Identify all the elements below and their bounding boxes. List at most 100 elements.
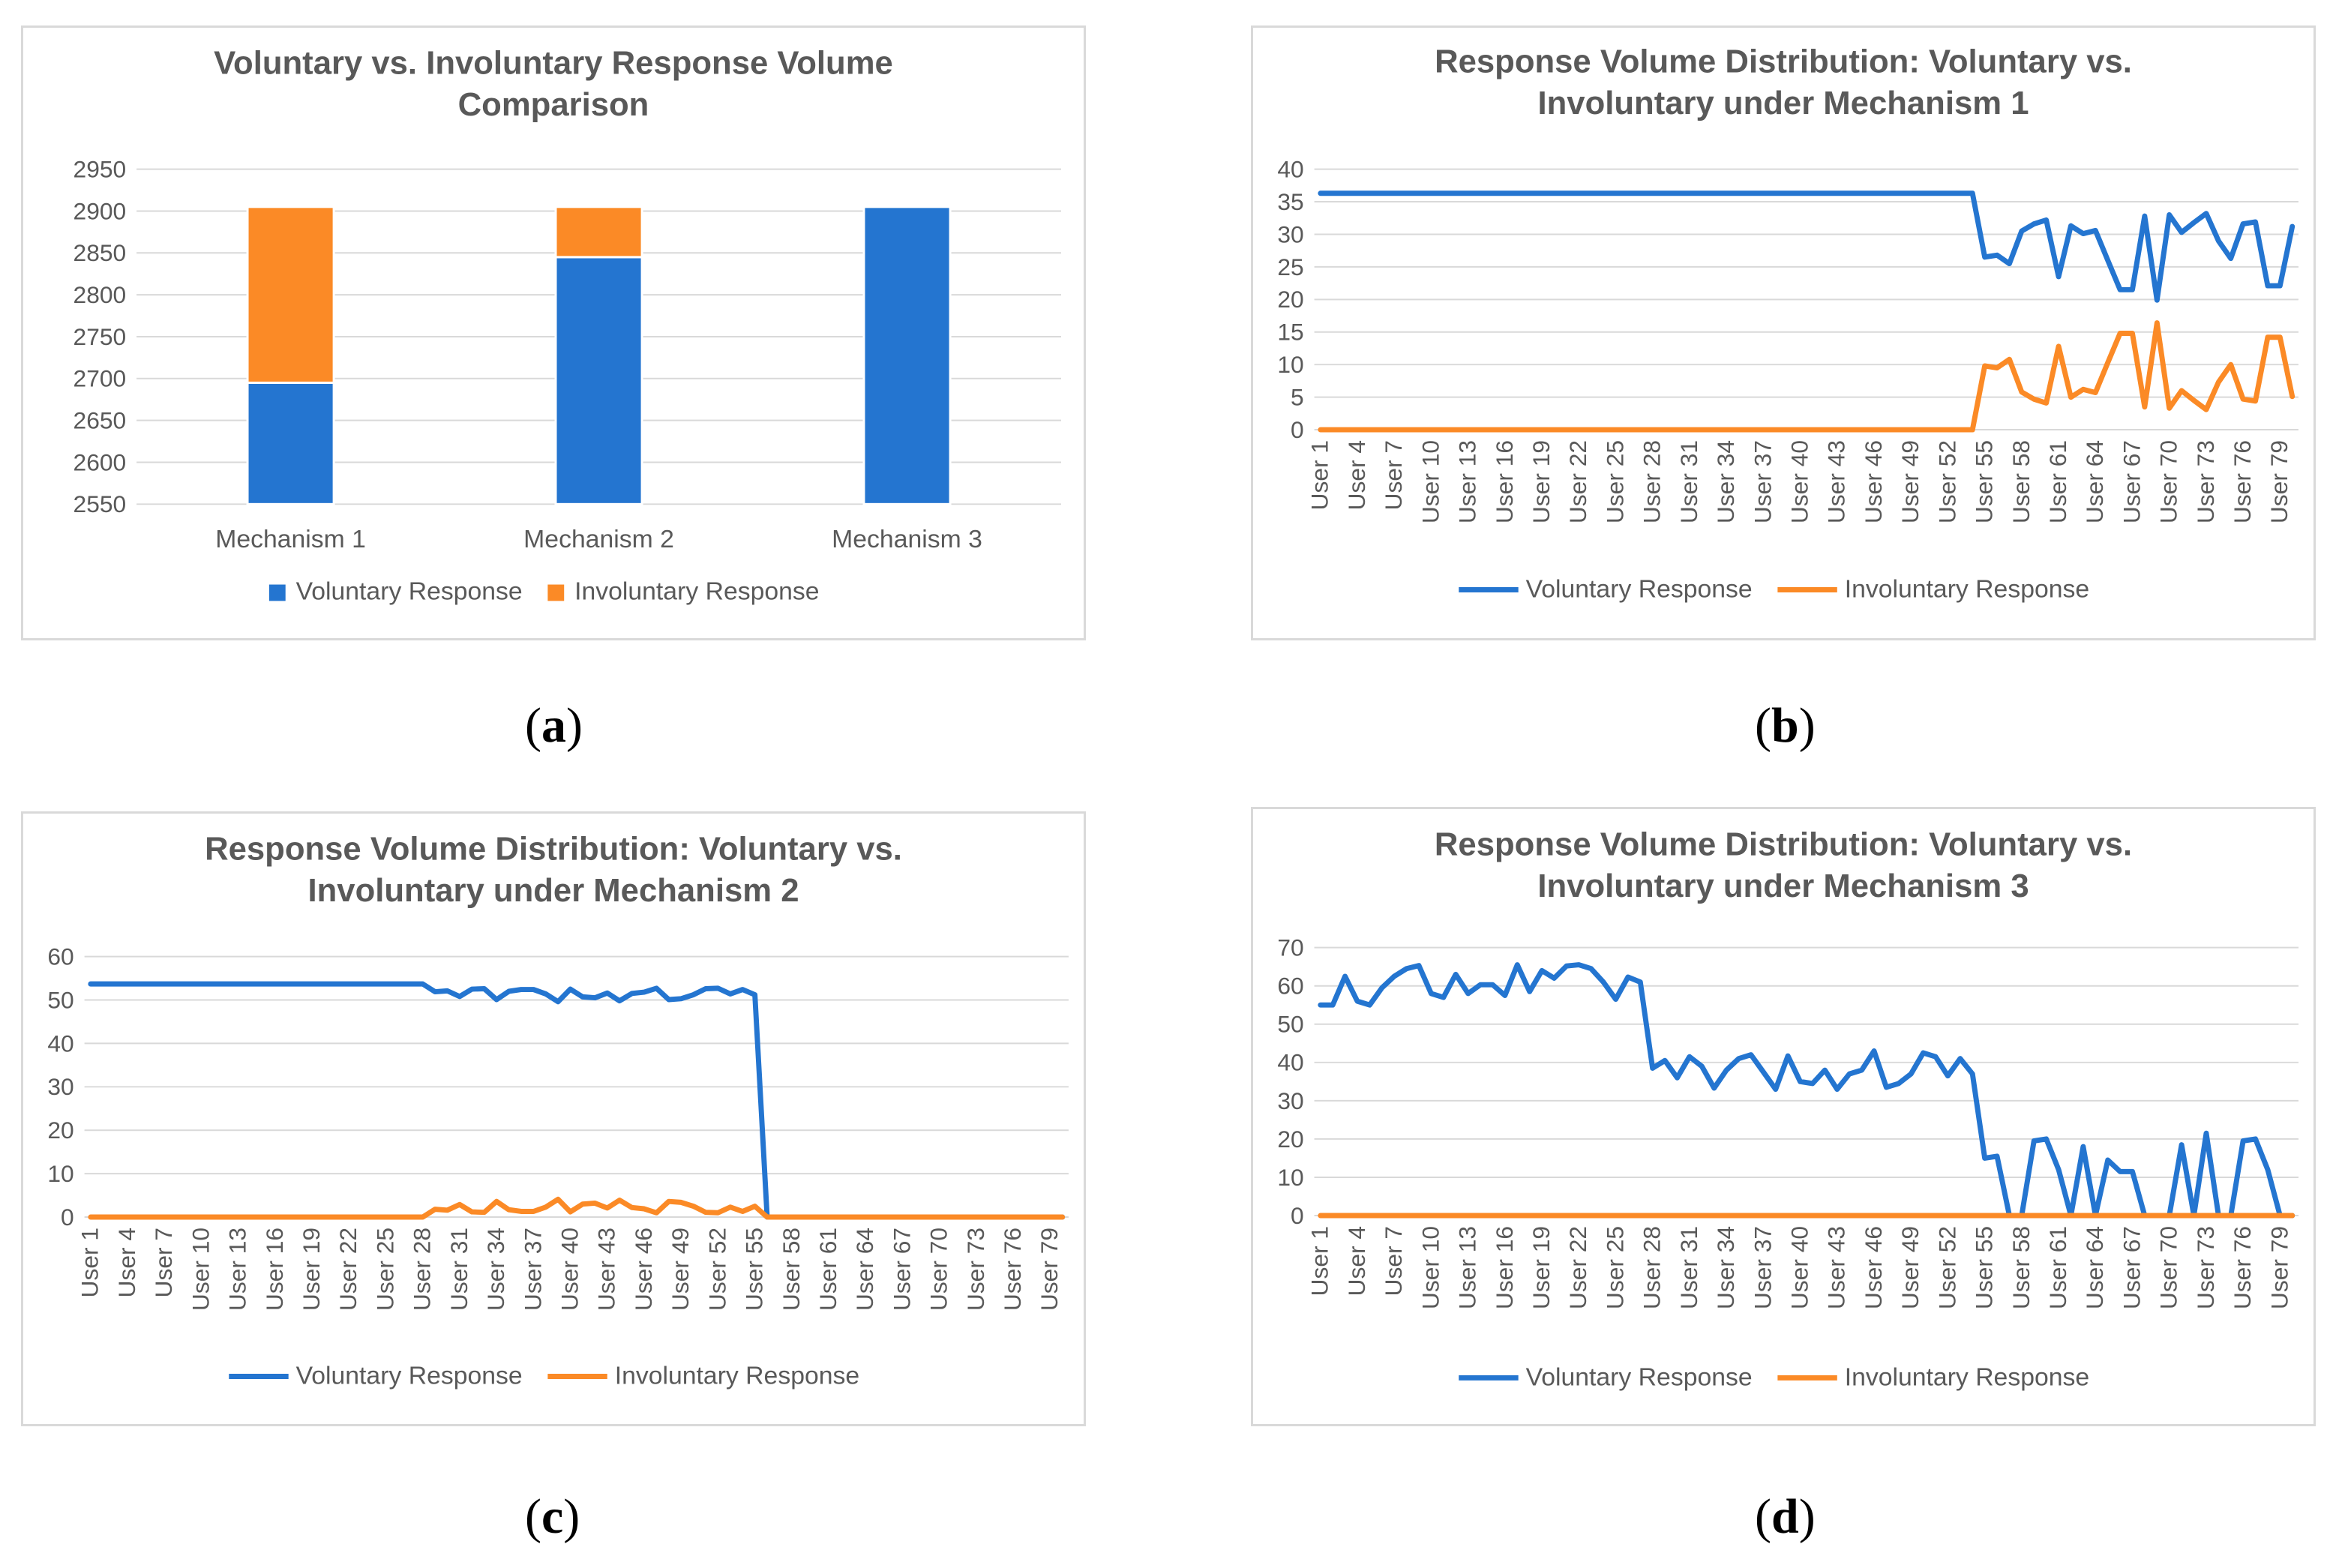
chart-b-x-tick-label: User 22: [1564, 440, 1591, 523]
chart-d-x-tick-label: User 19: [1528, 1226, 1555, 1309]
caption-d: (d): [1755, 1489, 1816, 1546]
chart-d-x-tick-label: User 28: [1639, 1226, 1666, 1309]
chart-d-y-tick-label: 20: [1277, 1126, 1303, 1153]
chart-c-title-line-1: Response Volume Distribution: Voluntary …: [205, 831, 902, 868]
chart-c-y-tick-label: 30: [47, 1073, 73, 1100]
caption-a-close: ): [565, 698, 583, 753]
chart-b-x-tick-label: User 19: [1528, 440, 1555, 523]
chart-b-x-tick-label: User 55: [1971, 440, 1998, 523]
chart-c-title-line-2: Involuntary under Mechanism 2: [307, 872, 799, 909]
chart-a-y-tick-label: 2950: [73, 156, 127, 183]
chart-c-x-tick-label: User 10: [187, 1228, 214, 1311]
chart-b-y-tick-label: 35: [1277, 188, 1303, 215]
chart-c-x-tick-label: User 61: [814, 1228, 841, 1311]
chart-c-y-tick-label: 20: [47, 1117, 73, 1144]
chart-b-x-tick-label: User 31: [1675, 440, 1702, 523]
chart-a-legend-label-voluntary: Voluntary Response: [296, 577, 523, 605]
chart-d-x-tick-label: User 7: [1380, 1226, 1407, 1297]
chart-a-y-tick-label: 2550: [73, 490, 127, 517]
chart-b-x-tick-label: User 1: [1306, 440, 1333, 511]
chart-b-series-line-voluntary: [1318, 190, 2296, 303]
chart-b-x-tick-label: User 79: [2266, 440, 2293, 523]
chart-b-x-tick-label: User 73: [2192, 440, 2219, 523]
chart-a-y-tick-label: 2650: [73, 407, 127, 434]
caption-d-open: (: [1755, 1489, 1771, 1544]
chart-a-y-tick-label: 2800: [73, 281, 127, 308]
chart-c-x-tick-label: User 49: [667, 1228, 694, 1311]
chart-b-svg: Response Volume Distribution: Voluntary …: [1277, 43, 2299, 603]
chart-d-x-tick-label: User 49: [1897, 1226, 1924, 1309]
chart-b-y-tick-label: 25: [1277, 253, 1303, 280]
chart-b-x-tick-label: User 58: [2008, 440, 2035, 523]
chart-c-x-tick-label: User 7: [150, 1228, 177, 1298]
caption-a-open: (: [525, 698, 541, 753]
chart-d-y-tick-label: 70: [1277, 934, 1303, 961]
chart-d-x-tick-label: User 10: [1417, 1226, 1444, 1309]
chart-a-legend-label-involuntary: Involuntary Response: [574, 577, 819, 605]
chart-d-x-tick-label: User 67: [2118, 1226, 2145, 1309]
chart-d-x-tick-label: User 43: [1823, 1226, 1850, 1309]
chart-panel-d: Response Volume Distribution: Voluntary …: [1251, 807, 2316, 1426]
caption-c-open: (: [525, 1489, 541, 1544]
chart-b-legend-label-involuntary: Involuntary Response: [1845, 574, 2089, 603]
chart-c-y-tick-label: 40: [47, 1030, 73, 1057]
chart-panel-b: Response Volume Distribution: Voluntary …: [1251, 25, 2316, 640]
chart-a-svg: Voluntary vs. Involuntary Response Volum…: [73, 45, 1062, 605]
caption-b-close: ): [1798, 698, 1816, 753]
chart-c-x-tick-label: User 25: [371, 1228, 398, 1311]
chart-a-x-tick-label: Mechanism 2: [523, 525, 674, 553]
bar-voluntary-mechanism-1: [246, 381, 335, 505]
chart-a-legend-swatch-involuntary: [547, 584, 565, 601]
chart-d-x-tick-label: User 79: [2266, 1226, 2293, 1309]
chart-c-x-tick-label: User 58: [778, 1228, 805, 1311]
chart-a-y-tick-label: 2600: [73, 448, 127, 475]
chart-a-x-tick-label: Mechanism 3: [832, 525, 982, 553]
chart-b-x-tick-label: User 16: [1491, 440, 1518, 523]
caption-a: (a): [525, 697, 583, 754]
chart-c-x-tick-label: User 40: [556, 1228, 583, 1311]
chart-b-x-tick-label: User 40: [1786, 440, 1813, 523]
chart-b-x-tick-label: User 52: [1933, 440, 1960, 523]
chart-c-x-tick-label: User 55: [741, 1228, 768, 1311]
caption-d-close: ): [1798, 1489, 1816, 1544]
chart-d-x-tick-label: User 1: [1306, 1226, 1333, 1297]
chart-c-x-tick-label: User 46: [630, 1228, 657, 1311]
caption-c-letter: c: [541, 1489, 564, 1544]
chart-d-x-tick-label: User 31: [1675, 1226, 1702, 1309]
chart-d-y-tick-label: 60: [1277, 973, 1303, 1000]
chart-c-x-tick-label: User 64: [851, 1228, 878, 1311]
chart-b-x-tick-label: User 49: [1897, 440, 1924, 523]
chart-d-x-tick-label: User 58: [2008, 1226, 2035, 1309]
chart-d-svg: Response Volume Distribution: Voluntary …: [1277, 826, 2299, 1391]
chart-d-x-tick-label: User 76: [2229, 1226, 2256, 1309]
chart-c-x-tick-label: User 28: [409, 1228, 436, 1311]
chart-d-y-tick-label: 40: [1277, 1049, 1303, 1076]
chart-a-title-line-2: Comparison: [458, 86, 649, 123]
chart-c-x-tick-label: User 19: [298, 1228, 325, 1311]
chart-b-x-tick-label: User 76: [2229, 440, 2256, 523]
caption-b-open: (: [1755, 698, 1771, 753]
chart-d-y-tick-label: 50: [1277, 1011, 1303, 1038]
chart-d-x-tick-label: User 73: [2192, 1226, 2219, 1309]
chart-d-x-tick-label: User 16: [1491, 1226, 1518, 1309]
chart-c-legend-label-voluntary: Voluntary Response: [296, 1361, 523, 1390]
chart-c-x-tick-label: User 4: [113, 1228, 140, 1298]
chart-d-title-line-1: Response Volume Distribution: Voluntary …: [1435, 826, 2132, 863]
chart-b-y-tick-label: 40: [1277, 156, 1303, 183]
chart-b-x-tick-label: User 10: [1417, 440, 1444, 523]
bar-involuntary-mechanism-2: [554, 205, 643, 259]
chart-a-y-tick-label: 2750: [73, 323, 127, 350]
chart-c-x-tick-label: User 70: [925, 1228, 952, 1311]
chart-panel-a: Voluntary vs. Involuntary Response Volum…: [21, 25, 1086, 640]
chart-b-x-tick-label: User 46: [1860, 440, 1887, 523]
chart-b-x-tick-label: User 4: [1343, 440, 1370, 511]
chart-b-x-tick-label: User 28: [1639, 440, 1666, 523]
chart-b-legend-label-voluntary: Voluntary Response: [1526, 574, 1753, 603]
bar-voluntary-mechanism-3: [862, 205, 952, 505]
caption-b-letter: b: [1771, 698, 1799, 753]
caption-d-letter: d: [1771, 1489, 1799, 1544]
chart-d-x-tick-label: User 61: [2044, 1226, 2071, 1309]
chart-d-y-tick-label: 10: [1277, 1164, 1303, 1191]
bar-involuntary-mechanism-1: [246, 205, 335, 384]
chart-b-x-tick-label: User 7: [1380, 440, 1407, 511]
